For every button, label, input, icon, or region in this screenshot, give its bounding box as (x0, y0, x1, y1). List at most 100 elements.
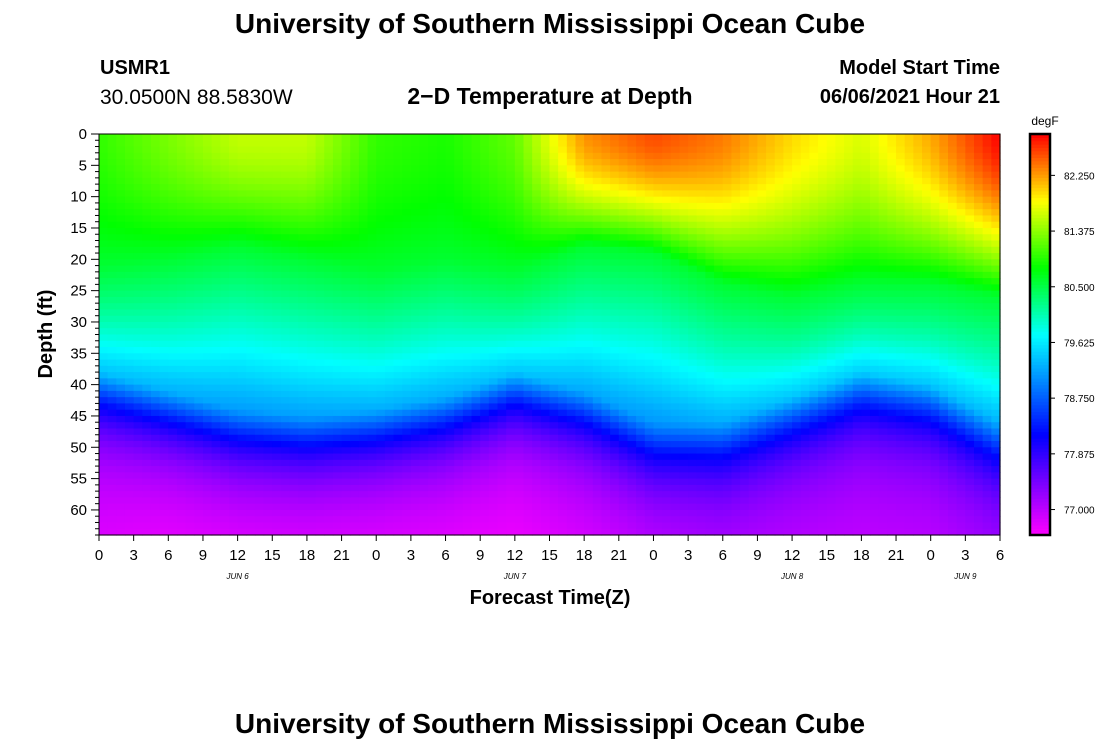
heatmap-cell (540, 516, 551, 524)
heatmap-cell (722, 184, 733, 191)
heatmap-cell (462, 528, 473, 536)
heatmap-cell (714, 503, 724, 511)
heatmap-cell (714, 184, 724, 191)
heatmap-cell (722, 290, 733, 298)
heatmap-cell (653, 359, 663, 367)
heatmap-cell (714, 334, 724, 342)
heatmap-cell (254, 328, 265, 336)
heatmap-cell (584, 234, 594, 242)
heatmap-cell (194, 422, 204, 430)
heatmap-cell (272, 503, 282, 511)
heatmap-cell (662, 140, 672, 148)
heatmap-cell (549, 478, 559, 486)
heatmap-cell (194, 171, 204, 179)
heatmap-cell (662, 422, 672, 430)
heatmap-cell (176, 171, 187, 179)
heatmap-cell (523, 365, 533, 373)
heatmap-cell (289, 253, 299, 260)
heatmap-cell (298, 516, 308, 524)
heatmap-cell (644, 340, 655, 348)
heatmap-cell (662, 184, 672, 191)
heatmap-cell (722, 459, 733, 467)
heatmap-cell (384, 134, 395, 141)
heatmap-cell (376, 165, 386, 173)
heatmap-cell (497, 296, 507, 304)
heatmap-cell (142, 215, 152, 223)
heatmap-cell (159, 365, 169, 373)
heatmap-cell (558, 491, 568, 499)
heatmap-cell (341, 159, 351, 166)
heatmap-cell (194, 315, 204, 323)
heatmap-cell (280, 309, 291, 317)
heatmap-cell (384, 384, 395, 392)
heatmap-cell (237, 271, 247, 279)
heatmap-cell (150, 415, 161, 423)
heatmap-cell (202, 321, 213, 329)
heatmap-cell (506, 528, 516, 536)
heatmap-cell (445, 359, 455, 367)
heatmap-cell (159, 484, 169, 492)
heatmap-cell (289, 359, 299, 367)
heatmap-cell (757, 359, 767, 367)
heatmap-cell (445, 159, 455, 166)
heatmap-cell (488, 516, 499, 524)
heatmap-cell (133, 447, 143, 455)
heatmap-cell (428, 221, 438, 229)
heatmap-cell (714, 478, 724, 486)
heatmap-cell (670, 271, 681, 279)
heatmap-cell (332, 497, 343, 505)
heatmap-cell (185, 271, 195, 279)
heatmap-cell (566, 428, 577, 436)
heatmap-cell (324, 246, 334, 254)
heatmap-cell (116, 503, 126, 511)
heatmap-cell (653, 152, 663, 160)
heatmap-cell (696, 190, 707, 198)
heatmap-cell (367, 227, 377, 235)
heatmap-cell (254, 516, 265, 524)
heatmap-cell (99, 415, 109, 423)
heatmap-cell (367, 466, 377, 473)
heatmap-cell (254, 253, 265, 260)
heatmap-cell (679, 484, 689, 492)
heatmap-cell (636, 503, 646, 511)
heatmap-cell (237, 384, 247, 392)
heatmap-cell (133, 253, 143, 260)
heatmap-cell (748, 309, 759, 317)
heatmap-cell (194, 484, 204, 492)
heatmap-cell (636, 378, 646, 386)
heatmap-cell (575, 434, 585, 442)
heatmap-cell (133, 390, 143, 398)
heatmap-cell (558, 522, 568, 530)
heatmap-cell (254, 221, 265, 229)
heatmap-cell (670, 240, 681, 248)
heatmap-cell (315, 328, 325, 336)
heatmap-cell (679, 234, 689, 242)
heatmap-cell (644, 484, 655, 492)
heatmap-cell (306, 390, 317, 398)
heatmap-cell (393, 284, 403, 292)
heatmap-cell (289, 296, 299, 304)
heatmap-cell (393, 516, 403, 524)
heatmap-cell (324, 202, 334, 210)
heatmap-cell (454, 528, 464, 536)
heatmap-cell (523, 397, 533, 405)
heatmap-cell (142, 171, 152, 179)
heatmap-cell (454, 202, 464, 210)
heatmap-cell (592, 453, 603, 461)
heatmap-cell (679, 409, 689, 417)
heatmap-cell (653, 340, 663, 348)
heatmap-cell (766, 171, 776, 179)
heatmap-cell (532, 309, 542, 317)
heatmap-cell (714, 221, 724, 229)
heatmap-cell (679, 284, 689, 292)
heatmap-cell (185, 365, 195, 373)
heatmap-cell (757, 284, 767, 292)
heatmap-cell (636, 202, 646, 210)
heatmap-cell (506, 152, 516, 160)
heatmap-cell (696, 152, 707, 160)
heatmap-cell (202, 447, 213, 455)
heatmap-cell (428, 403, 438, 411)
heatmap-cell (436, 522, 447, 530)
heatmap-cell (410, 390, 421, 398)
heatmap-cell (436, 246, 447, 254)
